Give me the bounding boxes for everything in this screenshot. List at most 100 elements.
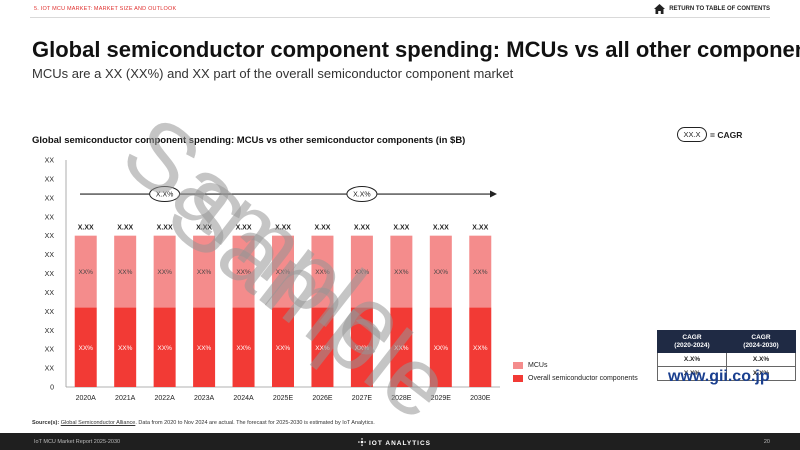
y-tick-label: XX xyxy=(45,195,55,202)
y-tick-label: XX xyxy=(45,347,55,354)
cagr-table-row: X.X% X.X% xyxy=(657,352,796,367)
bar-mcus xyxy=(272,235,294,308)
y-tick-label: XX xyxy=(45,158,55,165)
cagr-header-2024-2030: CAGR (2024-2030) xyxy=(726,330,796,353)
footer-bar xyxy=(0,433,800,450)
bar-total-label: X.XX xyxy=(117,225,133,232)
header-divider xyxy=(30,17,770,18)
bar-mcus xyxy=(114,235,137,308)
bar-overall-semiconductor xyxy=(390,307,413,387)
segment-label-overall: XX% xyxy=(315,345,330,352)
page-number: 20 xyxy=(763,439,770,445)
segment-label-overall: XX% xyxy=(79,345,94,352)
bar-total-label: X.XX xyxy=(314,225,330,232)
section-label: 5. IOT MCU MARKET: MARKET SIZE AND OUTLO… xyxy=(34,6,177,12)
y-tick-label: XX xyxy=(45,214,55,221)
y-tick-label: XX xyxy=(45,366,55,373)
y-tick-label: XX xyxy=(45,309,55,316)
cagr-table-row: X.X% X.X% xyxy=(657,366,796,381)
y-tick-label: XX xyxy=(45,290,55,297)
segment-label-overall: XX% xyxy=(473,345,488,352)
x-tick-label: 2020A xyxy=(76,395,97,402)
cagr-table: CAGR (2020-2024) CAGR (2024-2030) X.X% X.X… xyxy=(657,330,796,381)
segment-label-overall: XX% xyxy=(236,345,251,352)
cagr-header-label: CAGR xyxy=(682,333,702,341)
x-tick-label: 2026E xyxy=(312,395,333,402)
y-tick-label: XX xyxy=(45,252,55,259)
x-tick-label: 2023A xyxy=(194,395,215,402)
cagr-cell: X.X% xyxy=(657,366,727,381)
source-label: Source(s): xyxy=(32,420,60,426)
bar-overall-semiconductor xyxy=(153,307,176,387)
bar-overall-semiconductor xyxy=(350,307,373,387)
x-tick-label: 2030E xyxy=(470,395,491,402)
bar-total-label: X.XX xyxy=(472,225,488,232)
bar-total-label: X.XX xyxy=(275,225,291,232)
segment-label-overall: XX% xyxy=(394,345,409,352)
bar-overall-semiconductor xyxy=(311,307,334,387)
x-tick-label: 2021A xyxy=(115,395,136,402)
cagr-oval xyxy=(346,186,378,203)
bar-overall-semiconductor xyxy=(114,307,137,387)
cagr-cell: X.X% xyxy=(726,366,796,381)
bar-total-label: X.XX xyxy=(354,225,370,232)
publisher-logo: www.gii.co.jp xyxy=(668,368,770,385)
segment-label-mcus: XX% xyxy=(315,269,330,276)
cagr-key-label: = CAGR xyxy=(710,129,743,140)
cagr-header-range: (2020-2024) xyxy=(674,341,710,349)
cagr-header-2020-2024: CAGR (2020-2024) xyxy=(657,330,727,353)
y-tick-label: XX xyxy=(45,233,55,240)
segment-label-mcus: XX% xyxy=(473,269,488,276)
bar-mcus xyxy=(311,235,334,308)
cagr-header-label: CAGR xyxy=(751,333,771,341)
bar-mcus xyxy=(429,235,452,308)
cagr-table-header: CAGR (2020-2024) CAGR (2024-2030) xyxy=(657,330,796,353)
segment-label-overall: XX% xyxy=(157,345,172,352)
bar-total-label: X.XX xyxy=(236,225,252,232)
cagr-cell: X.X% xyxy=(726,352,796,367)
y-tick-label: XX xyxy=(45,271,55,278)
bar-total-label: X.XX xyxy=(393,225,409,232)
legend-label-mcus: MCUs xyxy=(528,362,548,369)
segment-label-mcus: XX% xyxy=(394,269,409,276)
segment-label-mcus: XX% xyxy=(118,269,133,276)
chart-legend: MCUs Overall semiconductor components xyxy=(513,359,638,385)
page-title: Global semiconductor component spending:… xyxy=(32,37,800,62)
bar-overall-semiconductor xyxy=(193,307,216,387)
return-to-toc-link[interactable]: RETURN TO TABLE OF CONTENTS xyxy=(654,4,770,14)
home-icon xyxy=(654,4,666,14)
segment-label-mcus: XX% xyxy=(434,269,449,276)
bar-mcus xyxy=(390,235,413,308)
x-tick-label: 2022A xyxy=(155,395,176,402)
cagr-oval-label: X.X% xyxy=(156,192,174,199)
bar-total-label: X.XX xyxy=(196,225,212,232)
segment-label-overall: XX% xyxy=(197,345,212,352)
legend-item-mcus: MCUs xyxy=(513,359,638,372)
source-text: . Data from 2020 to Nov 2024 are actual.… xyxy=(135,420,375,426)
segment-label-mcus: XX% xyxy=(276,269,291,276)
y-tick-label: XX xyxy=(45,328,55,335)
cagr-cell: X.X% xyxy=(657,352,727,367)
segment-label-mcus: XX% xyxy=(236,269,251,276)
bar-total-label: X.XX xyxy=(157,225,173,232)
bar-overall-semiconductor xyxy=(272,307,294,387)
brand-icon xyxy=(358,438,366,448)
segment-label-overall: XX% xyxy=(276,345,291,352)
legend-swatch-overall xyxy=(513,375,523,382)
source-link[interactable]: Global Semiconductor Alliance xyxy=(60,420,136,426)
bar-mcus xyxy=(153,235,176,308)
cagr-arrowhead xyxy=(490,190,497,198)
bar-mcus xyxy=(74,235,97,308)
x-tick-label: 2024A xyxy=(233,395,254,402)
bar-mcus xyxy=(193,235,216,308)
bar-mcus xyxy=(469,235,492,308)
footer-brand: IOT ANALYTICS xyxy=(358,438,431,448)
footer-report-name: IoT MCU Market Report 2025-2030 xyxy=(34,439,121,445)
bar-overall-semiconductor xyxy=(74,307,97,387)
source-note: Source(s): Global Semiconductor Alliance… xyxy=(32,420,375,426)
segment-label-mcus: XX% xyxy=(197,269,212,276)
bar-mcus xyxy=(232,235,255,308)
chart-title: Global semiconductor component spending:… xyxy=(32,135,466,146)
segment-label-mcus: XX% xyxy=(157,269,172,276)
